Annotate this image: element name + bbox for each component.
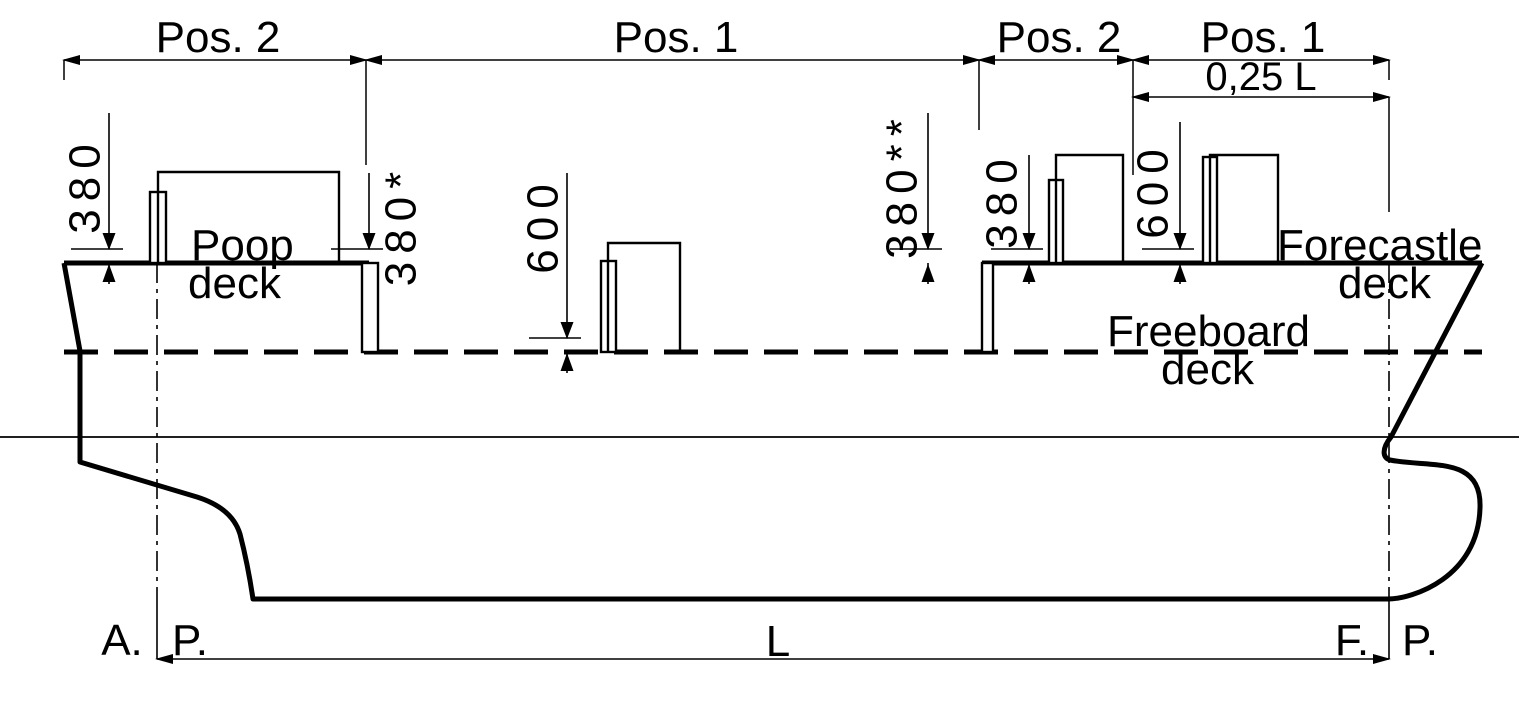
svg-text:deck: deck: [1338, 259, 1432, 308]
svg-text:P.: P.: [1402, 616, 1438, 665]
svg-text:600: 600: [1129, 141, 1178, 238]
svg-text:L: L: [766, 617, 790, 666]
svg-text:380: 380: [61, 136, 110, 233]
svg-text:Pos. 2: Pos. 2: [997, 13, 1122, 62]
svg-text:deck: deck: [188, 259, 282, 308]
svg-text:A.: A.: [101, 616, 143, 665]
svg-text:380*: 380*: [377, 164, 426, 287]
svg-text:Pos. 1: Pos. 1: [614, 13, 739, 62]
svg-text:Pos. 2: Pos. 2: [156, 13, 281, 62]
svg-text:0,25 L: 0,25 L: [1205, 55, 1316, 99]
svg-text:P.: P.: [172, 616, 208, 665]
svg-text:380**: 380**: [878, 111, 927, 259]
svg-text:380: 380: [978, 151, 1027, 248]
svg-text:600: 600: [519, 176, 568, 273]
svg-text:F.: F.: [1335, 616, 1369, 665]
svg-text:deck: deck: [1161, 345, 1255, 394]
